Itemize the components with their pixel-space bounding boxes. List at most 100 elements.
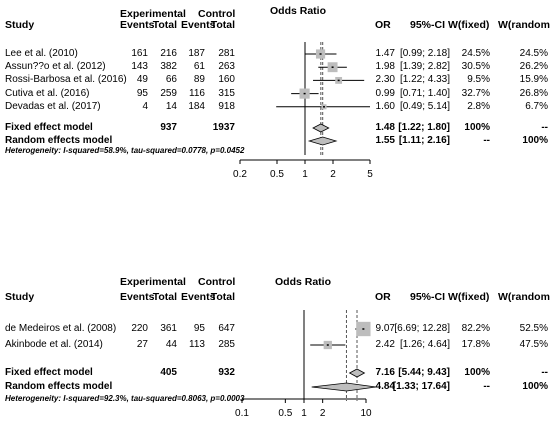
random-ci: [1.11; 2.16] [398, 135, 450, 146]
weight-fixed: 30.5% [461, 61, 490, 73]
header-study: Study [5, 19, 35, 31]
weight-fixed: 2.8% [467, 100, 490, 112]
total-exp: 382 [160, 61, 177, 73]
random-w-fixed: -- [483, 135, 490, 146]
weight-fixed: 82.2% [461, 323, 490, 334]
forest-plot-1: Experimental Control Events Total Events Tota… [0, 0, 550, 200]
total-ctrl: 315 [218, 87, 235, 99]
ci-value: [1.26; 4.64] [399, 339, 450, 350]
header-w-random: W(random) [498, 291, 550, 303]
events-ctrl: 187 [188, 48, 205, 59]
weight-random: 15.9% [519, 74, 548, 86]
ci-value: [0.49; 5.14] [399, 100, 450, 112]
header-experimental: Experimental [120, 276, 186, 288]
or-value: 1.98 [375, 61, 395, 73]
header-control: Control [198, 8, 236, 20]
x-tick-label: 0.2 [233, 169, 247, 180]
plot-title: Odds Ratio [270, 5, 327, 17]
random-effect-label: Random effects model [5, 381, 113, 392]
total-ctrl: 281 [218, 48, 235, 59]
total-ctrl: 160 [218, 74, 235, 86]
study-name: Rossi-Barbosa et al. (2016) [5, 74, 127, 86]
forest-plot-svg [241, 310, 377, 403]
study-name: Akinbode et al. (2014) [5, 339, 103, 350]
header-total-exp: Total [152, 291, 177, 303]
fixed-effect-diamond [312, 123, 330, 133]
header-or: OR [375, 19, 391, 31]
ci-value: [6.69; 12.28] [394, 323, 450, 334]
study-name: Assun??o et al. (2012) [5, 61, 106, 73]
events-exp: 49 [136, 74, 148, 86]
x-tick-label: 0.5 [270, 169, 284, 180]
random-w-random: 100% [522, 381, 548, 392]
header-w-fixed: W(fixed) [448, 19, 490, 31]
x-tick-label: 2 [330, 169, 336, 180]
events-exp: 95 [136, 87, 148, 99]
fixed-w-random: -- [541, 367, 548, 378]
random-or: 1.55 [375, 135, 395, 146]
fixed-or: 1.48 [375, 122, 395, 133]
fixed-or: 7.16 [375, 367, 395, 378]
plot-title: Odds Ratio [275, 276, 332, 288]
or-value: 0.99 [375, 87, 395, 99]
ci-value: [1.22; 4.33] [399, 74, 450, 86]
forest-plot-svg [239, 42, 371, 164]
events-ctrl: 113 [189, 339, 205, 350]
events-exp: 27 [136, 339, 148, 350]
x-tick-label: 1 [301, 408, 307, 419]
fixed-total-ctrl: 932 [218, 367, 235, 378]
random-effect-diamond [307, 136, 338, 146]
x-tick-label: 2 [319, 408, 326, 419]
study-name: de Medeiros et al. (2008) [5, 323, 117, 334]
header-events-exp: Events [120, 291, 155, 303]
random-w-random: 100% [522, 135, 548, 146]
events-exp: 220 [131, 323, 148, 334]
or-value: 1.47 [375, 48, 395, 59]
or-value: 2.30 [375, 74, 395, 86]
total-ctrl: 285 [218, 339, 235, 350]
or-value: 2.42 [375, 339, 395, 350]
x-tick-label: 5 [367, 169, 373, 180]
heterogeneity-text: Heterogeneity: I-squared=58.9%, tau-squa… [5, 146, 245, 155]
weight-random: 24.5% [519, 48, 548, 59]
events-ctrl: 184 [188, 100, 205, 112]
fixed-total-exp: 937 [160, 122, 177, 133]
ci-value: [0.71; 1.40] [399, 87, 450, 99]
header-events-exp: Events [120, 19, 155, 31]
total-ctrl: 263 [218, 61, 235, 73]
ci-value: [0.99; 2.18] [399, 48, 450, 59]
fixed-effect-diamond [348, 368, 366, 378]
header-study: Study [5, 291, 35, 303]
header-total-exp: Total [152, 19, 177, 31]
x-tick-label: 0.5 [278, 408, 293, 419]
weight-fixed: 32.7% [461, 87, 490, 99]
random-ci: [1.33; 17.64] [392, 381, 450, 392]
total-exp: 216 [160, 48, 177, 59]
events-ctrl: 61 [193, 61, 205, 73]
events-exp: 143 [131, 61, 148, 73]
total-exp: 66 [165, 74, 177, 86]
fixed-w-fixed: 100% [464, 367, 490, 378]
total-exp: 361 [160, 323, 177, 334]
weight-random: 26.2% [519, 61, 548, 73]
random-effect-label: Random effects model [5, 135, 113, 146]
header-w-fixed: W(fixed) [448, 291, 490, 303]
weight-random: 26.8% [519, 87, 548, 99]
header-events-ctrl: Events [181, 19, 216, 31]
random-or: 4.84 [375, 381, 395, 392]
fixed-w-random: -- [541, 122, 548, 133]
random-effect-diamond [311, 382, 377, 392]
weight-random: 52.5% [519, 323, 548, 334]
weight-random: 6.7% [525, 100, 548, 112]
or-value: 1.60 [375, 100, 395, 112]
fixed-w-fixed: 100% [464, 122, 490, 133]
fixed-effect-label: Fixed effect model [5, 122, 93, 133]
header-or: OR [375, 291, 391, 303]
heterogeneity-text: Heterogeneity: I-squared=92.3%, tau-squa… [5, 394, 245, 403]
weight-fixed: 24.5% [461, 48, 490, 59]
fixed-effect-label: Fixed effect model [5, 367, 93, 378]
header-total-ctrl: Total [210, 291, 235, 303]
header-total-ctrl: Total [210, 19, 235, 31]
weight-random: 47.5% [519, 339, 548, 350]
total-exp: 14 [165, 100, 177, 112]
